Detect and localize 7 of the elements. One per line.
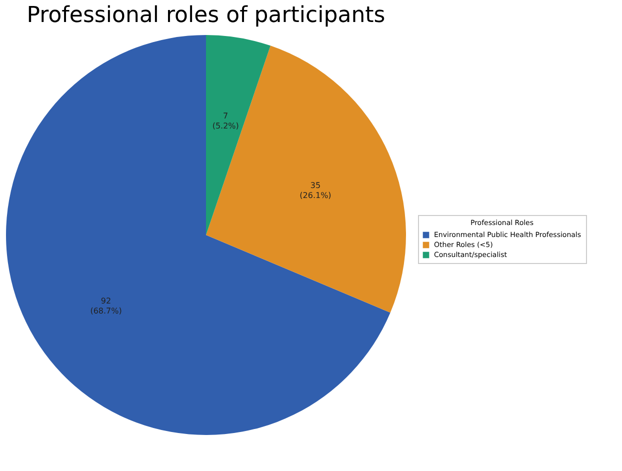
data-label: 92 (68.7%): [90, 296, 122, 316]
chart-title: Professional roles of participants: [26, 3, 386, 28]
data-label: 7 (5.2%): [212, 112, 239, 131]
pie-slice: [206, 35, 270, 235]
pie-slice: [6, 35, 390, 435]
pie-slice: [206, 46, 406, 313]
data-label: 35 (26.1%): [300, 180, 332, 200]
